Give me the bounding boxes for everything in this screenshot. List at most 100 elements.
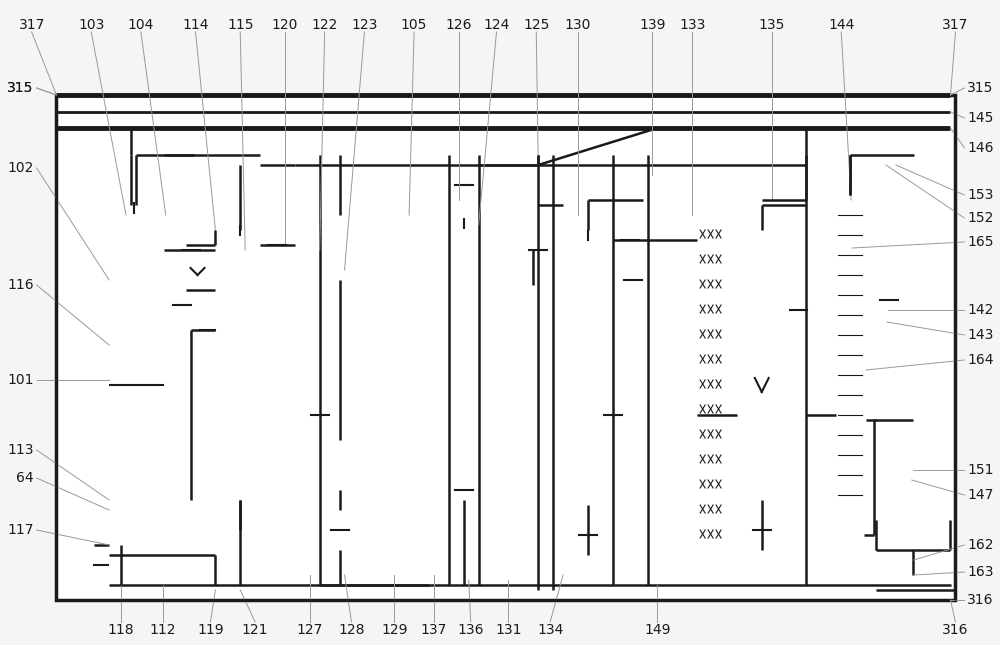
Circle shape bbox=[99, 563, 103, 567]
Polygon shape bbox=[803, 178, 809, 185]
Text: 163: 163 bbox=[967, 565, 994, 579]
Text: 135: 135 bbox=[759, 18, 785, 32]
Text: 130: 130 bbox=[565, 18, 591, 32]
Circle shape bbox=[275, 243, 279, 247]
Text: 115: 115 bbox=[227, 18, 253, 32]
Text: 315: 315 bbox=[967, 81, 994, 95]
Text: 114: 114 bbox=[182, 18, 209, 32]
Text: 128: 128 bbox=[338, 623, 365, 637]
Bar bbox=[295, 155, 538, 585]
Text: 162: 162 bbox=[967, 538, 994, 552]
Text: 146: 146 bbox=[967, 141, 994, 155]
Text: 144: 144 bbox=[828, 18, 854, 32]
Circle shape bbox=[189, 248, 193, 252]
Text: 129: 129 bbox=[381, 623, 407, 637]
Text: 104: 104 bbox=[128, 18, 154, 32]
Text: 316: 316 bbox=[942, 623, 969, 637]
Polygon shape bbox=[280, 161, 288, 169]
Text: 316: 316 bbox=[967, 593, 994, 607]
Text: 118: 118 bbox=[108, 623, 134, 637]
Polygon shape bbox=[648, 237, 654, 243]
Text: 122: 122 bbox=[311, 18, 338, 32]
Circle shape bbox=[631, 278, 635, 282]
Bar bbox=[109, 205, 164, 545]
Bar bbox=[454, 243, 503, 477]
Text: 119: 119 bbox=[197, 623, 224, 637]
Text: 315: 315 bbox=[7, 81, 34, 95]
Circle shape bbox=[586, 533, 590, 537]
Polygon shape bbox=[330, 412, 337, 418]
Bar bbox=[697, 200, 727, 570]
Text: 151: 151 bbox=[967, 463, 994, 477]
Text: 136: 136 bbox=[457, 623, 484, 637]
Text: 317: 317 bbox=[942, 18, 969, 32]
Polygon shape bbox=[379, 581, 387, 589]
Text: 133: 133 bbox=[679, 18, 705, 32]
Circle shape bbox=[628, 238, 632, 242]
Polygon shape bbox=[821, 412, 828, 418]
Text: 149: 149 bbox=[644, 623, 671, 637]
Polygon shape bbox=[623, 412, 630, 418]
Text: 112: 112 bbox=[150, 623, 176, 637]
Polygon shape bbox=[889, 151, 897, 159]
Bar bbox=[563, 252, 613, 483]
Text: 164: 164 bbox=[967, 353, 994, 367]
Circle shape bbox=[462, 488, 466, 492]
Bar bbox=[836, 195, 864, 535]
Polygon shape bbox=[540, 161, 548, 169]
Text: 125: 125 bbox=[523, 18, 549, 32]
Text: 123: 123 bbox=[351, 18, 378, 32]
Text: 131: 131 bbox=[495, 623, 522, 637]
Circle shape bbox=[318, 413, 322, 417]
Text: 101: 101 bbox=[7, 373, 34, 387]
Text: 145: 145 bbox=[967, 111, 994, 125]
Text: 64: 64 bbox=[16, 471, 34, 485]
Circle shape bbox=[205, 328, 209, 332]
Polygon shape bbox=[461, 540, 467, 547]
Polygon shape bbox=[508, 162, 515, 168]
Circle shape bbox=[611, 413, 615, 417]
Text: 120: 120 bbox=[272, 18, 298, 32]
Text: 139: 139 bbox=[639, 18, 666, 32]
Text: 103: 103 bbox=[78, 18, 104, 32]
Polygon shape bbox=[194, 151, 201, 159]
Circle shape bbox=[887, 298, 891, 302]
Circle shape bbox=[462, 183, 466, 187]
Bar bbox=[737, 252, 787, 479]
Circle shape bbox=[797, 308, 800, 312]
Circle shape bbox=[338, 528, 342, 532]
Text: 126: 126 bbox=[446, 18, 472, 32]
Text: 137: 137 bbox=[421, 623, 447, 637]
Text: 165: 165 bbox=[967, 235, 994, 249]
Text: 105: 105 bbox=[401, 18, 427, 32]
Text: 102: 102 bbox=[7, 161, 34, 175]
Polygon shape bbox=[275, 242, 282, 248]
Text: 142: 142 bbox=[967, 303, 994, 317]
Text: 152: 152 bbox=[967, 211, 994, 225]
Text: 147: 147 bbox=[967, 488, 994, 502]
Bar bbox=[876, 420, 950, 520]
Circle shape bbox=[760, 528, 764, 532]
Circle shape bbox=[180, 303, 184, 307]
Polygon shape bbox=[220, 326, 228, 334]
Text: 317: 317 bbox=[18, 18, 45, 32]
Polygon shape bbox=[806, 202, 813, 208]
Text: 113: 113 bbox=[7, 443, 34, 457]
Text: 127: 127 bbox=[297, 623, 323, 637]
Polygon shape bbox=[553, 202, 560, 208]
Bar bbox=[341, 215, 398, 280]
Bar bbox=[878, 470, 949, 518]
Text: 117: 117 bbox=[7, 523, 34, 537]
Bar bbox=[56, 95, 955, 600]
Text: 124: 124 bbox=[483, 18, 510, 32]
Text: 116: 116 bbox=[7, 278, 34, 292]
Polygon shape bbox=[643, 196, 650, 204]
Polygon shape bbox=[196, 247, 202, 253]
Bar bbox=[335, 440, 404, 490]
Text: 315: 315 bbox=[7, 81, 34, 95]
Polygon shape bbox=[479, 162, 486, 168]
Text: 134: 134 bbox=[537, 623, 563, 637]
Circle shape bbox=[536, 248, 540, 252]
Text: 121: 121 bbox=[242, 623, 268, 637]
Text: 143: 143 bbox=[967, 328, 994, 342]
